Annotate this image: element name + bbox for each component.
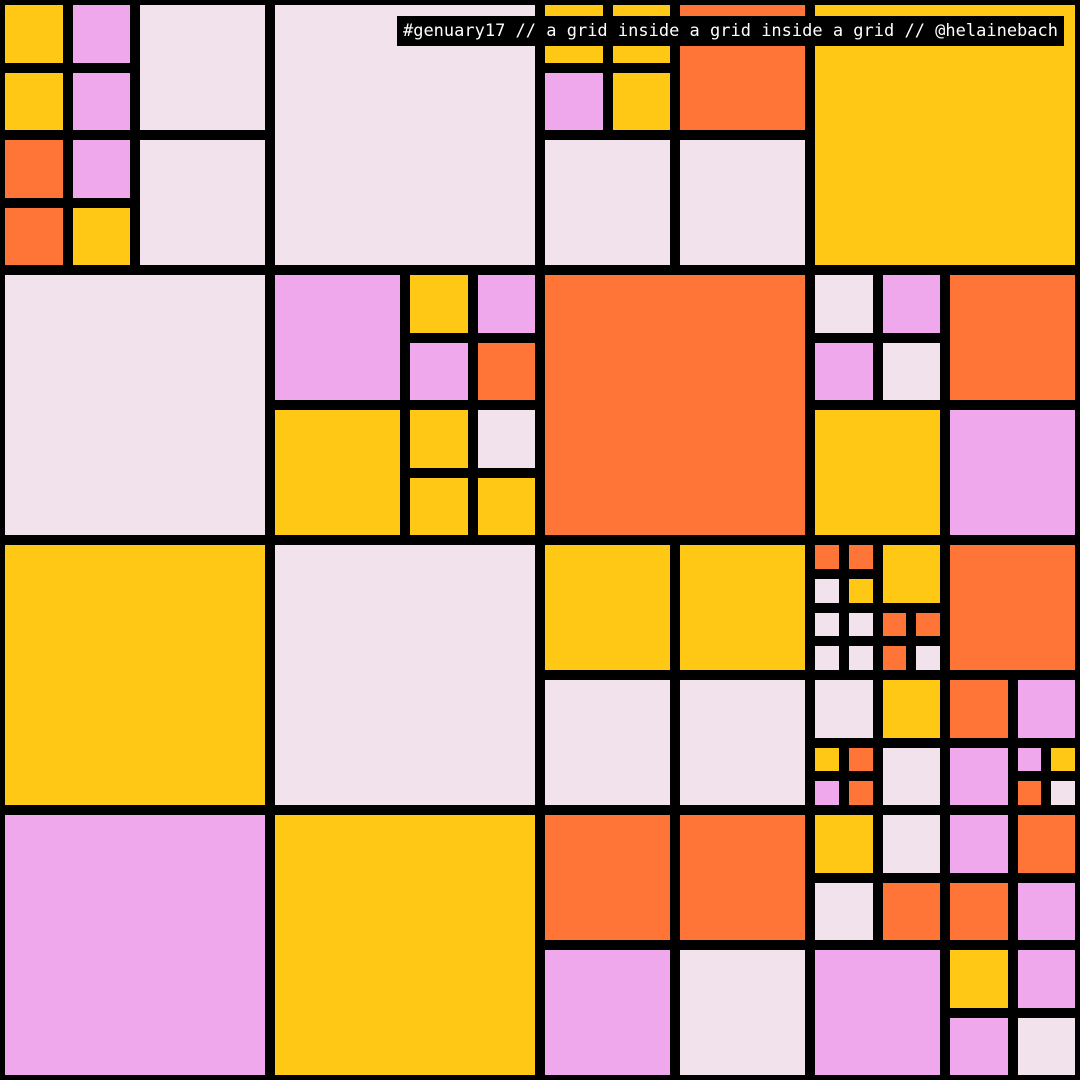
- grid-cell: [545, 815, 670, 940]
- grid-cell: [1017, 680, 1075, 738]
- grid-cell: [612, 72, 670, 130]
- grid-cell: [1017, 950, 1075, 1008]
- grid-cell: [1051, 747, 1075, 772]
- grid-cell: [950, 815, 1008, 873]
- grid-cell: [545, 950, 670, 1075]
- grid-cell: [72, 207, 130, 265]
- grid-cell: [848, 646, 873, 670]
- grid-cell: [477, 410, 535, 468]
- grid-cell: [5, 545, 265, 805]
- grid-cell: [5, 275, 265, 535]
- grid-cell: [848, 545, 873, 569]
- grid-cell: [882, 545, 940, 603]
- grid-cell: [815, 781, 839, 805]
- grid-cell: [5, 207, 63, 265]
- grid-cell: [815, 815, 873, 873]
- grid-cell: [1017, 815, 1075, 873]
- grid-cell: [848, 578, 873, 603]
- grid-cell: [1017, 781, 1042, 805]
- grid-cell: [815, 882, 873, 940]
- grid-cell: [848, 612, 873, 637]
- grid-cell: [1017, 747, 1042, 772]
- grid-cell: [882, 882, 940, 940]
- grid-cell: [410, 410, 468, 468]
- grid-cell: [5, 5, 63, 63]
- grid-cell: [815, 545, 839, 569]
- grid-cell: [72, 72, 130, 130]
- grid-cell: [950, 545, 1075, 670]
- grid-cell: [848, 747, 873, 772]
- grid-cell: [72, 140, 130, 198]
- grid-cell: [545, 72, 603, 130]
- grid-cell: [410, 477, 468, 535]
- grid-cell: [5, 815, 265, 1075]
- grid-cell: [477, 275, 535, 333]
- grid-cell: [815, 410, 940, 535]
- grid-cell: [1017, 882, 1075, 940]
- grid-cell: [815, 612, 839, 637]
- grid-cell: [275, 815, 535, 1075]
- grid-cell: [545, 545, 670, 670]
- grid-cell: [950, 680, 1008, 738]
- grid-cell: [950, 410, 1075, 535]
- grid-cell: [140, 5, 265, 130]
- grid-cell: [882, 646, 907, 670]
- grid-cell: [950, 950, 1008, 1008]
- grid-cell: [882, 680, 940, 738]
- grid-cell: [275, 545, 535, 805]
- grid-cell: [815, 747, 839, 772]
- grid-cell: [882, 612, 907, 637]
- grid-cell: [950, 747, 1008, 805]
- grid-cell: [410, 342, 468, 400]
- grid-cell: [545, 275, 805, 535]
- grid-cell: [815, 680, 873, 738]
- grid-cell: [275, 5, 535, 265]
- grid-cell: [680, 680, 805, 805]
- grid-cell: [815, 5, 1075, 265]
- grid-cell: [950, 882, 1008, 940]
- grid-cell: [72, 5, 130, 63]
- grid-cell: [848, 781, 873, 805]
- grid-cell: [882, 342, 940, 400]
- grid-cell: [1017, 1017, 1075, 1075]
- grid-cell: [545, 680, 670, 805]
- grid-cell: [815, 646, 839, 670]
- grid-cell: [140, 140, 265, 265]
- grid-cell: [882, 815, 940, 873]
- grid-cell: [815, 275, 873, 333]
- grid-cell: [950, 1017, 1008, 1075]
- grid-cell: [545, 140, 670, 265]
- grid-cell: [410, 275, 468, 333]
- grid-cell: [916, 646, 940, 670]
- grid-cell: [5, 140, 63, 198]
- caption-label: #genuary17 // a grid inside a grid insid…: [396, 16, 1064, 46]
- grid-cell: [680, 140, 805, 265]
- grid-cell: [5, 72, 63, 130]
- grid-cell: [950, 275, 1075, 400]
- grid-cell: [477, 342, 535, 400]
- grid-cell: [815, 950, 940, 1075]
- grid-cell: [882, 747, 940, 805]
- grid-cell: [882, 275, 940, 333]
- grid-cell: [916, 612, 940, 637]
- grid-cell: [815, 578, 839, 603]
- grid-cell: [815, 342, 873, 400]
- grid-cell: [275, 275, 400, 400]
- grid-cell: [680, 545, 805, 670]
- grid-cell: [275, 410, 400, 535]
- grid-cell: [680, 950, 805, 1075]
- grid-cell: [1051, 781, 1075, 805]
- grid-cell: [477, 477, 535, 535]
- grid-cell: [680, 815, 805, 940]
